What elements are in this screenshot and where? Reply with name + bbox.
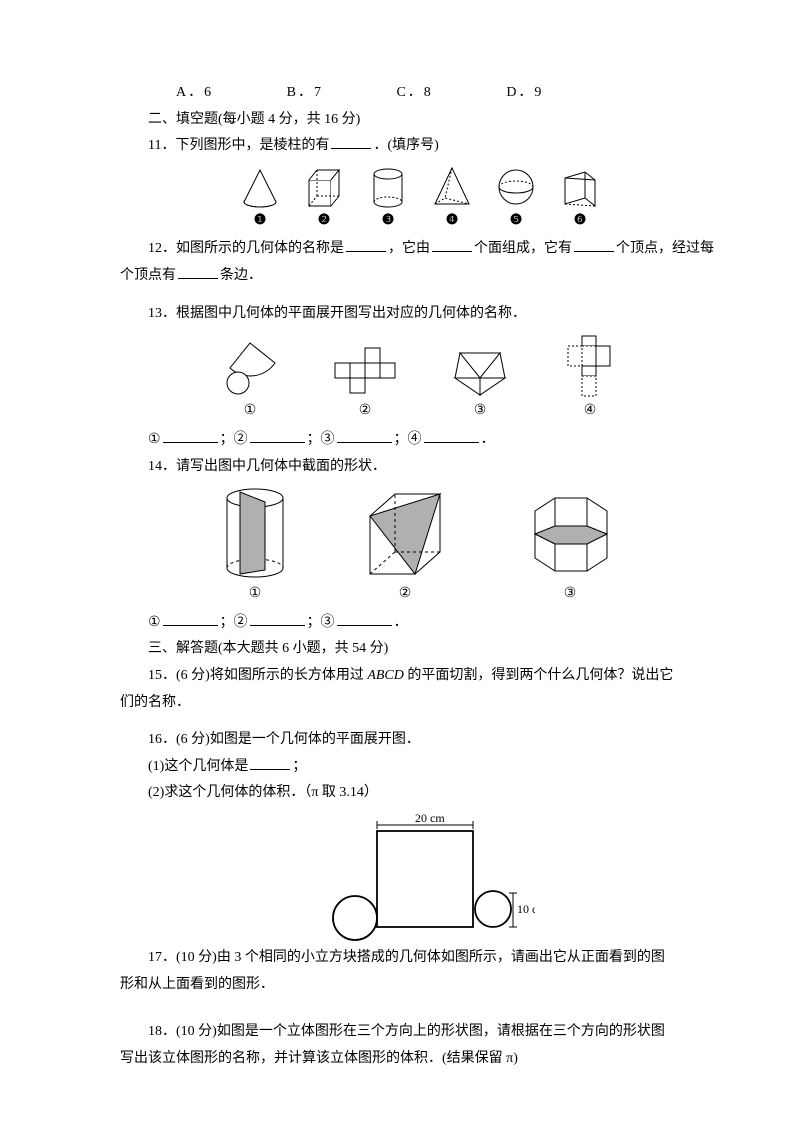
q14-lbl-3: ③ [564,581,577,608]
q11-lbl-5: ❺ [510,208,523,235]
q11-lbl-3: ❸ [382,208,395,235]
tri-prism-icon [559,166,601,208]
q13: 13．根据图中几何体的平面展开图写出对应的几何体的名称． [120,301,720,328]
q12-d: 个顶点，经过每 [616,241,714,256]
net-cone-icon [220,338,280,398]
cylinder-section-icon [215,486,295,581]
q14-b3 [337,611,392,626]
q12-l2b: 条边． [220,268,262,283]
q16-figure: 20 cm 10 cm [120,813,720,943]
q13-figures: ① ② ③ [120,333,720,425]
q18-b: 写出该立体图形的名称，并计算该立体图形的体积．(结果保留 π) [120,1046,720,1073]
cube-icon [303,166,345,208]
q12: 12．如图所示的几何体的名称是 ，它由 个面组成，它有 个顶点，经过每 [120,236,720,263]
q13-ans: ① ；② ；③ ；④ ． [120,427,720,454]
q11: 11．下列图形中，是棱柱的有 ．(填序号) [120,133,720,160]
q13a1: ① [148,432,161,447]
net-cuboid-icon [560,333,620,398]
q12-b: ，它由 [388,241,430,256]
section3-title: 三、解答题(本大题共 6 小题，共 54 分) [120,636,720,663]
q11-lbl-6: ❻ [574,208,587,235]
q11-blank [331,134,371,149]
q12-a: 12．如图所示的几何体的名称是 [148,241,344,256]
q18-a: 18．(10 分)如图是一个立体图形在三个方向上的形状图，请根据在三个方向的形状… [120,1019,720,1046]
q11-text: 11．下列图形中，是棱柱的有 [148,138,329,153]
q13a2: ；② [220,432,248,447]
q13a3: ；③ [307,432,335,447]
q14-figures: ① ② ③ [120,486,720,608]
q15: 15．(6 分)将如图所示的长方体用过 ABCD 的平面切割，得到两个什么几何体… [120,663,720,690]
q14-lbl-2: ② [399,581,412,608]
opt-b: B．7 [259,80,323,107]
q17-a: 17．(10 分)由 3 个相同的小立方块搭成的几何体如图所示，请画出它从正面看… [120,945,720,972]
q15-a: 15．(6 分)将如图所示的长方体用过 [148,668,367,683]
q16-1b: ； [292,759,306,774]
q16-2: (2)求这个几何体的体积．（π 取 3.14） [120,780,720,807]
q12-blank3 [574,237,614,252]
opt-c: C．8 [368,80,432,107]
q14-lbl-1: ① [249,581,262,608]
q11-lbl-1: ❶ [254,208,267,235]
dim-w: 20 cm [415,813,445,825]
q15-abcd: ABCD [367,668,404,683]
cylinder-icon [367,166,409,208]
q14-ans: ① ；② ；③ ． [120,610,720,637]
q15-b: 的平面切割，得到两个什么几何体？说出它 [404,668,674,683]
q11-lbl-2: ❷ [318,208,331,235]
q14-b2 [250,611,305,626]
q13-b1 [163,428,218,443]
q13-b3 [337,428,392,443]
mc-options: A．6 B．7 C．8 D．9 [120,80,720,107]
q12-c: 个面组成，它有 [474,241,572,256]
q13-b2 [250,428,305,443]
q11-lbl-4: ❹ [446,208,459,235]
opt-a: A．6 [148,80,213,107]
cone-icon [239,166,281,208]
section2-title: 二、填空题(每小题 4 分，共 16 分) [120,107,720,134]
q14a4: ． [394,615,408,630]
q13a5: ． [481,432,495,447]
net-cube-icon [330,343,400,398]
q15-line2: 们的名称． [120,690,720,717]
q14a3: ；③ [307,615,335,630]
q12-l2a: 个顶点有 [120,268,176,283]
q16-1a: (1)这个几何体是 [148,759,248,774]
q12-blank2 [432,237,472,252]
q14a1: ① [148,615,161,630]
q11-figures: ❶ ❷ ❸ ❹ ❺ [120,166,720,235]
hex-prism-section-icon [515,486,625,581]
cube-tri-section-icon [355,486,455,581]
q17-b: 形和从上面看到的图形． [120,972,720,999]
q13-lbl-3: ③ [474,398,487,425]
q14a2: ；② [220,615,248,630]
q12-line2: 个顶点有 条边． [120,263,720,290]
q11-suffix: ．(填序号) [373,138,438,153]
net-pyramid-icon [450,343,510,398]
q13-lbl-1: ① [244,398,257,425]
cylinder-net-icon: 20 cm 10 cm [305,813,535,943]
q13-lbl-2: ② [359,398,372,425]
q13a4: ；④ [394,432,422,447]
q12-blank4 [178,264,218,279]
q13-lbl-4: ④ [584,398,597,425]
q12-blank1 [346,237,386,252]
q14: 14．请写出图中几何体中截面的形状． [120,454,720,481]
q16-1: (1)这个几何体是 ； [120,754,720,781]
opt-d: D．9 [478,80,543,107]
q14-b1 [163,611,218,626]
q13-b4 [424,428,479,443]
q16: 16．(6 分)如图是一个几何体的平面展开图． [120,727,720,754]
sphere-icon [495,166,537,208]
q16-blank [250,755,290,770]
pyramid-icon [431,166,473,208]
dim-h: 10 cm [517,902,535,916]
